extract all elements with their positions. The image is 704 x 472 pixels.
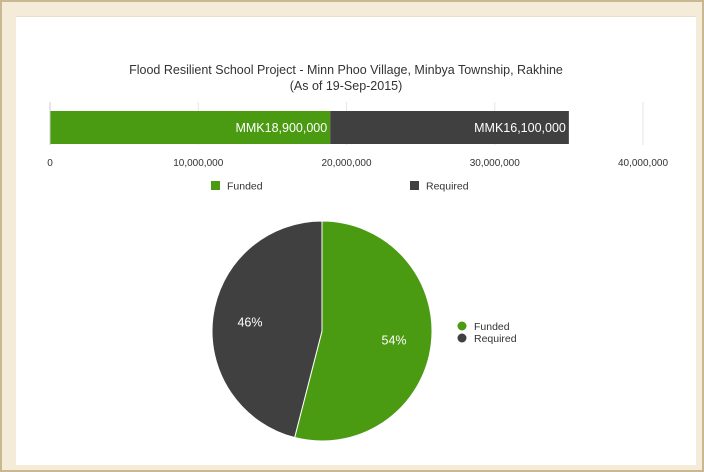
pie-slices: 54% 46% xyxy=(211,220,433,442)
bar-funded[interactable] xyxy=(50,111,331,144)
bar-series: MMK18,900,000 MMK16,100,000 xyxy=(49,102,569,145)
bar-label-funded: MMK18,900,000 xyxy=(235,121,327,135)
legend-label-funded[interactable]: Funded xyxy=(227,181,263,193)
x-tick-label: 40,000,000 xyxy=(618,158,668,169)
pie-slice-required[interactable] xyxy=(211,220,323,439)
chart-subtitle: (As of 19-Sep-2015) xyxy=(290,79,403,93)
bar-label-required: MMK16,100,000 xyxy=(474,121,566,135)
pie-legend-swatch-required[interactable] xyxy=(457,333,467,343)
pie-legend-label-funded[interactable]: Funded xyxy=(474,321,510,333)
x-tick-label: 30,000,000 xyxy=(470,158,520,169)
pie-label-funded: 54% xyxy=(382,334,407,348)
pie-legend-label-required[interactable]: Required xyxy=(474,333,517,345)
legend-swatch-funded[interactable] xyxy=(211,181,220,190)
chart-canvas: Flood Resilient School Project - Minn Ph… xyxy=(47,63,668,442)
x-tick-label: 10,000,000 xyxy=(173,158,223,169)
x-tick-label: 20,000,000 xyxy=(321,158,371,169)
legend-label-required[interactable]: Required xyxy=(426,181,469,193)
x-tick-label: 0 xyxy=(47,158,53,169)
bar-required[interactable] xyxy=(330,111,569,144)
pie-label-required: 46% xyxy=(237,315,262,329)
pie-legend-swatch-funded[interactable] xyxy=(457,321,467,331)
chart-title: Flood Resilient School Project - Minn Ph… xyxy=(129,63,563,77)
bar-axis-ticks: 0 10,000,000 20,000,000 30,000,000 40,000,00… xyxy=(47,158,668,169)
legend-swatch-required[interactable] xyxy=(410,181,419,190)
chart-panel: Flood Resilient School Project - Minn Ph… xyxy=(16,16,696,465)
pie-slice-funded[interactable] xyxy=(294,220,433,442)
bar-legend[interactable]: Funded Required xyxy=(211,181,469,193)
